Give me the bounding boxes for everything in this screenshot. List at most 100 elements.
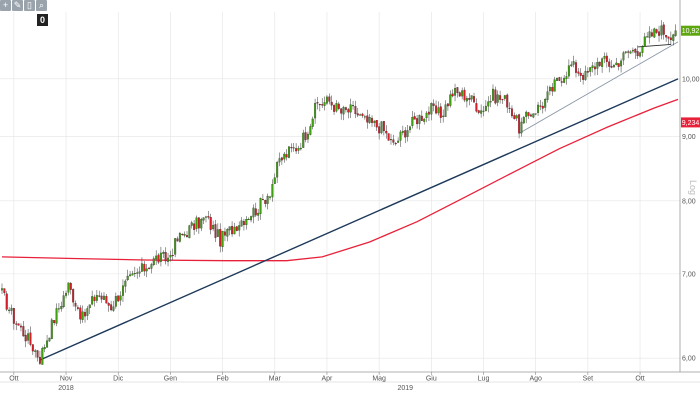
candle-body xyxy=(84,311,86,317)
candle-body xyxy=(124,280,127,287)
candle-body xyxy=(238,225,241,231)
candle-body xyxy=(392,139,395,143)
candle-body xyxy=(164,252,167,262)
candle-body xyxy=(242,221,245,226)
candle-body xyxy=(482,110,485,112)
candle-body xyxy=(254,208,257,216)
candle-body xyxy=(520,121,523,134)
candle-body xyxy=(176,238,179,242)
grid xyxy=(0,12,680,372)
candle-body xyxy=(162,252,165,254)
candle-body xyxy=(29,332,32,345)
candle-body xyxy=(273,177,276,184)
candle-body xyxy=(465,98,468,102)
candle-body xyxy=(449,94,452,106)
candle-body xyxy=(65,292,68,296)
candle-body xyxy=(264,199,267,204)
x-tick-label: Feb xyxy=(217,376,229,383)
candle-body xyxy=(321,104,324,106)
y-tick-label: 6,00 xyxy=(682,356,696,363)
candle-body xyxy=(155,255,158,260)
candle-body xyxy=(197,217,200,229)
candle-body xyxy=(451,93,454,97)
candle-body xyxy=(143,263,146,272)
candle-body xyxy=(103,295,105,300)
top-trendline xyxy=(637,43,671,48)
candle-body xyxy=(435,105,438,114)
candle-body xyxy=(302,132,305,148)
candle-body xyxy=(406,130,409,137)
magnifier-icon[interactable]: ⌕ xyxy=(36,0,47,11)
candle-body xyxy=(60,306,63,310)
candle-body xyxy=(492,88,494,101)
candle-body xyxy=(596,62,599,69)
trendline-layer[interactable] xyxy=(39,41,679,361)
candle-body xyxy=(653,28,656,38)
candle-body xyxy=(349,104,352,113)
crosshair-icon[interactable]: + xyxy=(0,0,11,11)
candle-body xyxy=(582,75,585,80)
candle-body xyxy=(529,114,532,117)
candle-body xyxy=(598,61,601,66)
candle-body xyxy=(665,35,668,38)
trash-icon[interactable]: ▯ xyxy=(24,0,35,11)
candle-body xyxy=(586,71,589,73)
candle-body xyxy=(461,90,464,97)
candle-body xyxy=(546,91,549,100)
x-tick-label: Ago xyxy=(529,376,542,383)
candle-body xyxy=(72,289,75,303)
candle-body xyxy=(631,49,634,52)
candle-body xyxy=(510,108,513,117)
candle-body xyxy=(41,348,44,365)
candle-body xyxy=(371,117,373,123)
candle-body xyxy=(34,350,37,352)
candle-body xyxy=(131,273,134,276)
price-badge-label: 9,234 xyxy=(682,120,700,127)
candle-body xyxy=(171,255,174,257)
candle-body xyxy=(342,107,345,115)
candle-body xyxy=(223,231,226,236)
candle-body xyxy=(356,113,359,116)
candle-body xyxy=(548,87,551,92)
candle-body xyxy=(62,295,65,308)
candle-body xyxy=(567,65,570,77)
candle-body xyxy=(378,126,381,134)
candle-body xyxy=(43,347,46,350)
candle-body xyxy=(513,115,516,120)
candle-body xyxy=(534,113,537,115)
candle-body xyxy=(463,89,466,101)
drawing-counter-badge: 0 xyxy=(37,14,48,26)
candle-body xyxy=(399,131,402,141)
candle-body xyxy=(591,65,594,68)
candle-body xyxy=(612,65,615,68)
candle-body xyxy=(572,61,575,65)
candle-body xyxy=(216,229,219,237)
candle-body xyxy=(228,226,231,231)
pencil-icon[interactable]: ✎ xyxy=(12,0,23,11)
candle-body xyxy=(259,198,262,214)
candle-body xyxy=(278,158,281,163)
candle-body xyxy=(12,308,15,324)
candle-body xyxy=(622,52,625,61)
candle-body xyxy=(148,267,151,269)
candle-body xyxy=(36,350,39,358)
candle-body xyxy=(477,110,480,113)
candle-body xyxy=(541,105,544,109)
candle-body xyxy=(380,121,383,134)
candle-body xyxy=(352,105,355,107)
candle-body xyxy=(233,226,236,235)
candle-body xyxy=(292,147,295,149)
candle-body xyxy=(69,283,72,290)
candle-body xyxy=(119,295,122,301)
candle-body xyxy=(19,325,22,328)
candle-body xyxy=(138,271,141,274)
candle-body xyxy=(15,323,18,325)
candle-body xyxy=(114,296,117,307)
long-trendline xyxy=(39,78,679,361)
y-tick-label: 10,00 xyxy=(682,76,700,83)
candle-body xyxy=(394,143,397,145)
candle-body xyxy=(594,66,596,70)
candle-body xyxy=(385,130,388,134)
candle-body xyxy=(22,326,25,337)
